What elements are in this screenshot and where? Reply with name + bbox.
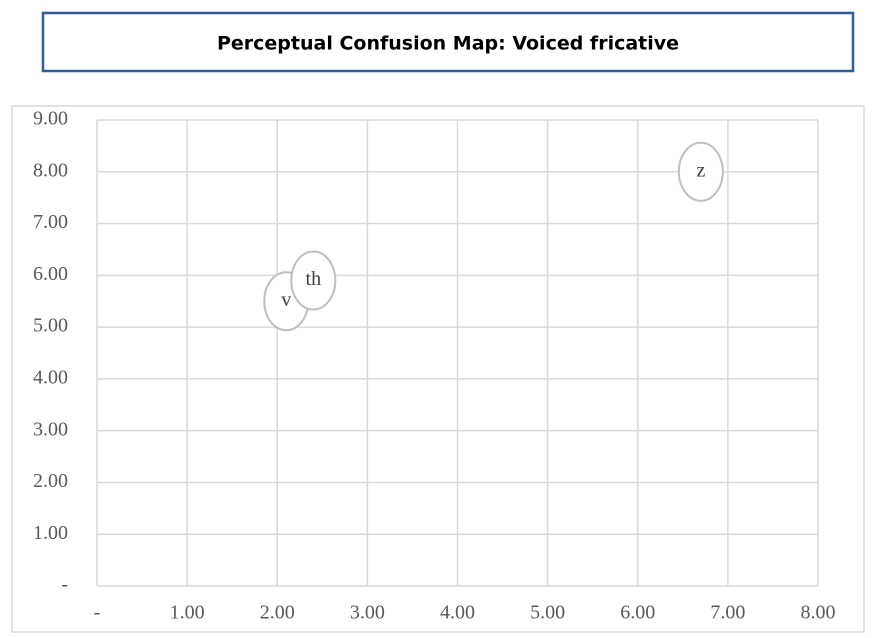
x-tick-label: 2.00: [260, 602, 295, 624]
chart-area: [11, 105, 865, 633]
y-tick-label: 6.00: [33, 263, 68, 285]
y-tick-label: 4.00: [33, 366, 68, 388]
y-tick-label: 5.00: [33, 315, 68, 337]
point-label: th: [306, 268, 322, 290]
point-label: v: [281, 289, 291, 311]
point: [290, 250, 337, 311]
x-tick-label: -: [94, 602, 101, 624]
y-tick-label: 7.00: [33, 211, 68, 233]
x-tick-label: 6.00: [620, 602, 655, 624]
y-tick-label: -: [61, 574, 68, 596]
chart-title: Perceptual Confusion Map: Voiced fricati…: [217, 33, 679, 55]
y-tick-label: 8.00: [33, 159, 68, 181]
x-tick-label: 3.00: [350, 602, 385, 624]
x-tick-label: 5.00: [530, 602, 565, 624]
y-tick-label: 2.00: [33, 470, 68, 492]
x-tick-label: 4.00: [440, 602, 475, 624]
x-tick-label: 8.00: [801, 602, 836, 624]
x-tick-label: 7.00: [710, 602, 745, 624]
y-tick-label: 3.00: [33, 418, 68, 440]
y-tick-label: 9.00: [33, 108, 68, 130]
title-box: [41, 11, 855, 73]
x-tick-label: 1.00: [170, 602, 205, 624]
point-label: z: [696, 159, 705, 181]
y-tick-label: 1.00: [33, 522, 68, 544]
point: [677, 141, 724, 202]
